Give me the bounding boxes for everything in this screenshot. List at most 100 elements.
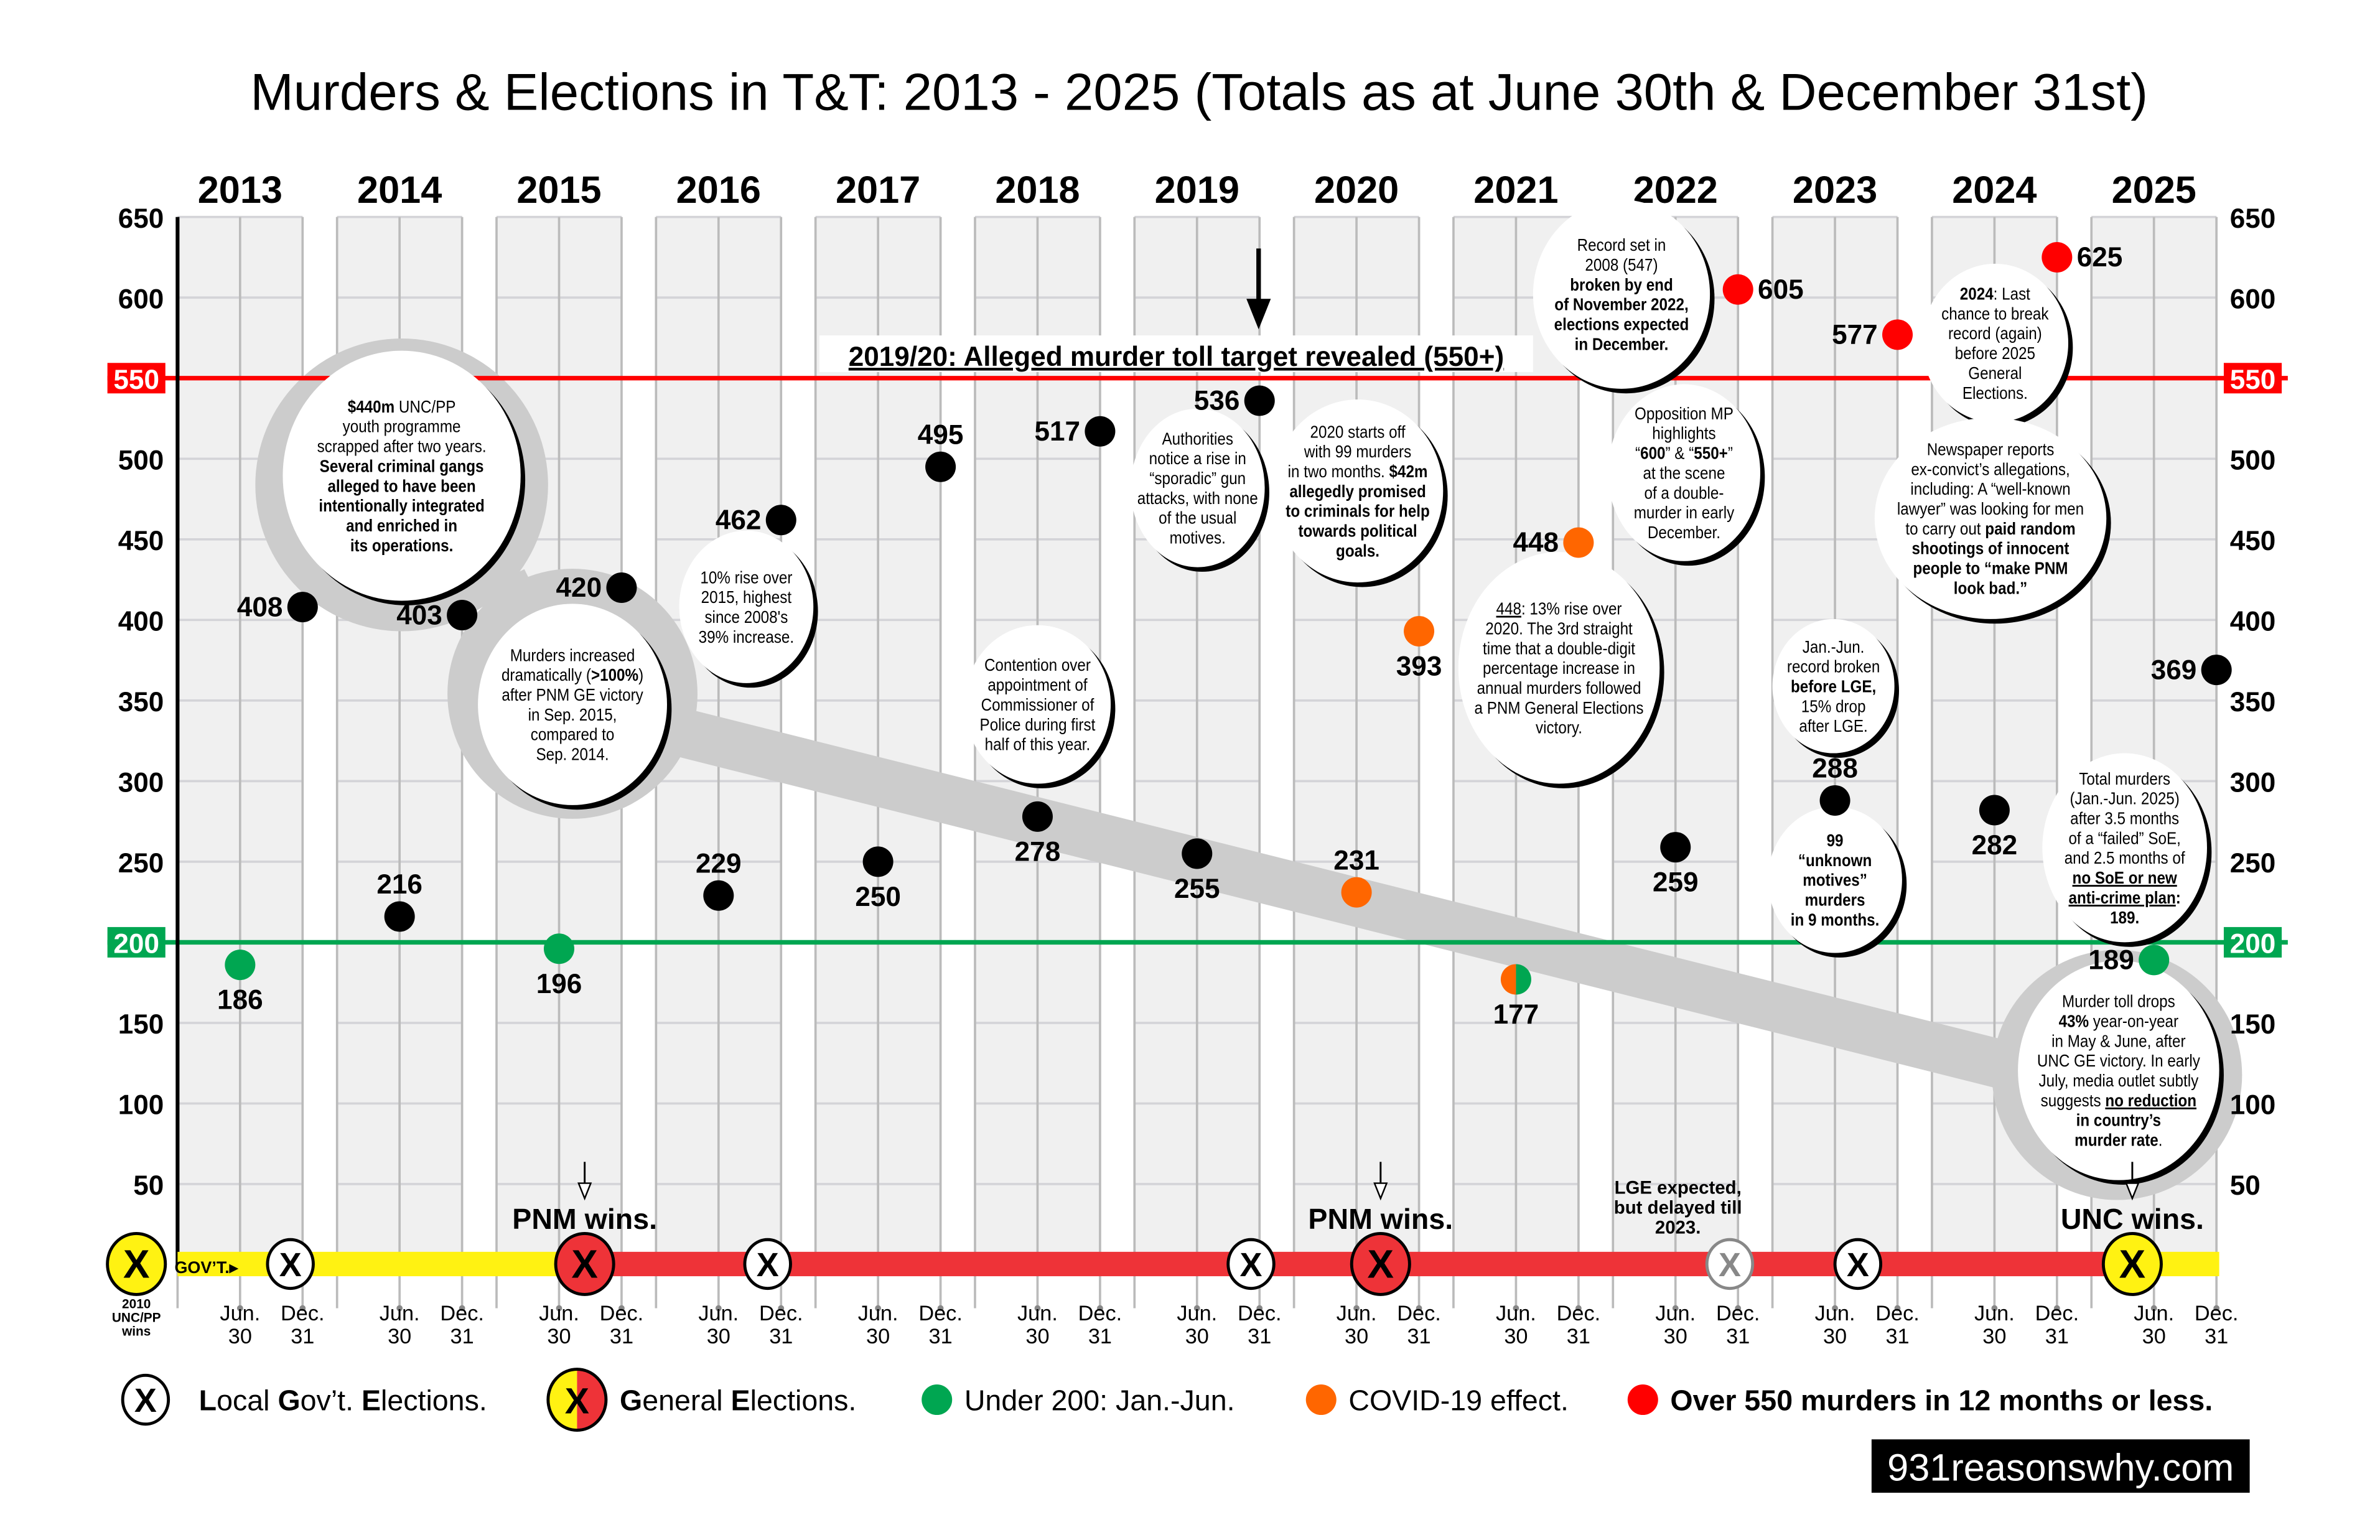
bubble-line: “600” & “550+” [1635,443,1733,463]
bubble-line: in December. [1575,334,1669,354]
x-mark-icon: X [123,1242,150,1287]
bubble-segment: Elections. [1962,383,2028,403]
point-marker [447,600,478,631]
data-point: 403 [396,600,478,631]
election-circle [2101,1232,2163,1296]
general-election-marker[interactable]: X [106,1232,167,1296]
x-tick-label: 30 [228,1325,252,1348]
local-election-marker[interactable]: X [1705,1238,1755,1290]
bubble-line: Contention over [984,655,1091,674]
general-election-marker[interactable]: X [554,1232,615,1296]
reference-label: 550 [2230,365,2276,395]
y-tick-label-left: 600 [118,284,164,314]
data-point: 278 [1015,801,1060,867]
tick-dot [1672,1305,1679,1312]
bubble-line: record (again) [1948,324,2042,343]
bubble-line: intentionally integrated [319,495,484,515]
local-election-marker[interactable]: X [266,1238,315,1290]
bubble-segment: 43% [2059,1011,2089,1031]
bubble-body [679,530,814,683]
point-value-label: 462 [716,505,762,535]
point-value-label: 259 [1653,867,1699,898]
bubble-line: shootings of innocent [1912,538,2070,558]
tick-dot [937,1305,944,1312]
bubble-segment: after 3.5 months [2070,808,2179,828]
x-tick-label: 31 [450,1325,474,1348]
bubble-line: in May & June, after [2051,1031,2186,1051]
data-point: 536 [1194,385,1275,416]
bubble-line: 2020 starts off [1310,422,1406,442]
bubble-line: to carry out paid random [1905,518,2075,538]
bubble-body [2042,753,2207,943]
point-value-label: 282 [1972,830,2018,861]
year-label: 2020 [1314,169,1399,211]
bubble-segment: : [2176,887,2181,907]
bubble-segment: Several criminal gangs [320,456,484,476]
general-election-marker[interactable]: X [1350,1232,1411,1296]
bubble-segment: : Last [1994,284,2031,304]
bubble-segment: after LGE. [1799,716,1867,736]
data-point: 408 [237,592,318,622]
bubble-segment: compared to [531,724,615,744]
annotation-bubble: Total murders(Jan.-Jun. 2025)after 3.5 m… [2042,753,2212,947]
bubble-segment: ) [638,665,643,684]
data-point: 282 [1972,795,2018,861]
general-election-marker[interactable]: X [2101,1232,2163,1296]
x-tick-label: 30 [707,1325,730,1348]
bubble-segment: 99 [1827,830,1844,850]
legend-segment: ov’t. [301,1384,362,1417]
bubble-segment: $42m [1389,461,1428,481]
y-tick-label-left: 300 [118,768,164,798]
website-badge-background [1871,1439,2250,1493]
government-period-bar [177,1251,585,1277]
website-badge[interactable]: 931reasonswhy.com [1871,1439,2250,1493]
x-mark-icon: X [1240,1246,1262,1284]
election-circle [1350,1232,1411,1296]
website-text[interactable]: 931reasonswhy.com [1887,1446,2234,1488]
tick-dot [1193,1305,1200,1312]
banner-background [819,335,1533,372]
bubble-segment: : 13% rise over [1521,599,1622,618]
x-mark-icon: X [1368,1242,1394,1287]
legend-segment: lections. [750,1384,857,1417]
lge-note: 2023. [1655,1217,1701,1238]
local-election-marker[interactable]: X [743,1238,792,1290]
bubble-line: Record set in [1577,235,1666,254]
bubble-line: 39% increase. [699,627,794,646]
tick-dot [2150,1305,2157,1312]
tick-dot [1353,1305,1360,1312]
local-election-marker[interactable]: X [1833,1238,1883,1290]
bubble-segment: look bad.” [1954,578,2027,598]
point-value-label: 250 [855,882,901,912]
point-value-label: 369 [2151,655,2197,685]
data-point: 177 [1493,964,1539,1030]
bubble-segment: its operations. [350,535,454,555]
bubble-line: broken by end [1570,274,1673,294]
bubble-body [964,625,1111,784]
bubble-segment: dramatically ( [502,665,591,684]
bubble-line: of a double- [1644,483,1724,503]
bubble-body [478,604,667,805]
point-marker [765,505,796,536]
general-election-icon [546,1368,608,1432]
y-tick-label-left: 450 [118,526,164,556]
bubble-segment: with 99 murders [1304,441,1411,461]
bubble-line: scrapped after two years. [317,436,487,456]
bubble-line: 448: 13% rise over [1496,599,1622,618]
bubble-line: compared to [531,724,615,744]
reference-label-box [107,363,166,394]
local-election-marker[interactable]: X [1226,1238,1276,1290]
bubble-line: (Jan.-Jun. 2025) [2070,788,2179,808]
legend: X Local Gov’t. Elections. X General Electio… [121,1368,2213,1432]
point-marker [384,901,415,932]
bubble-segment: no SoE or new [2073,867,2178,887]
bubble-line: lawyer” was looking for men [1897,498,2084,518]
legend-item: Under 200: Jan.-Jun. [922,1384,1235,1417]
point-value-label: 495 [918,419,964,450]
